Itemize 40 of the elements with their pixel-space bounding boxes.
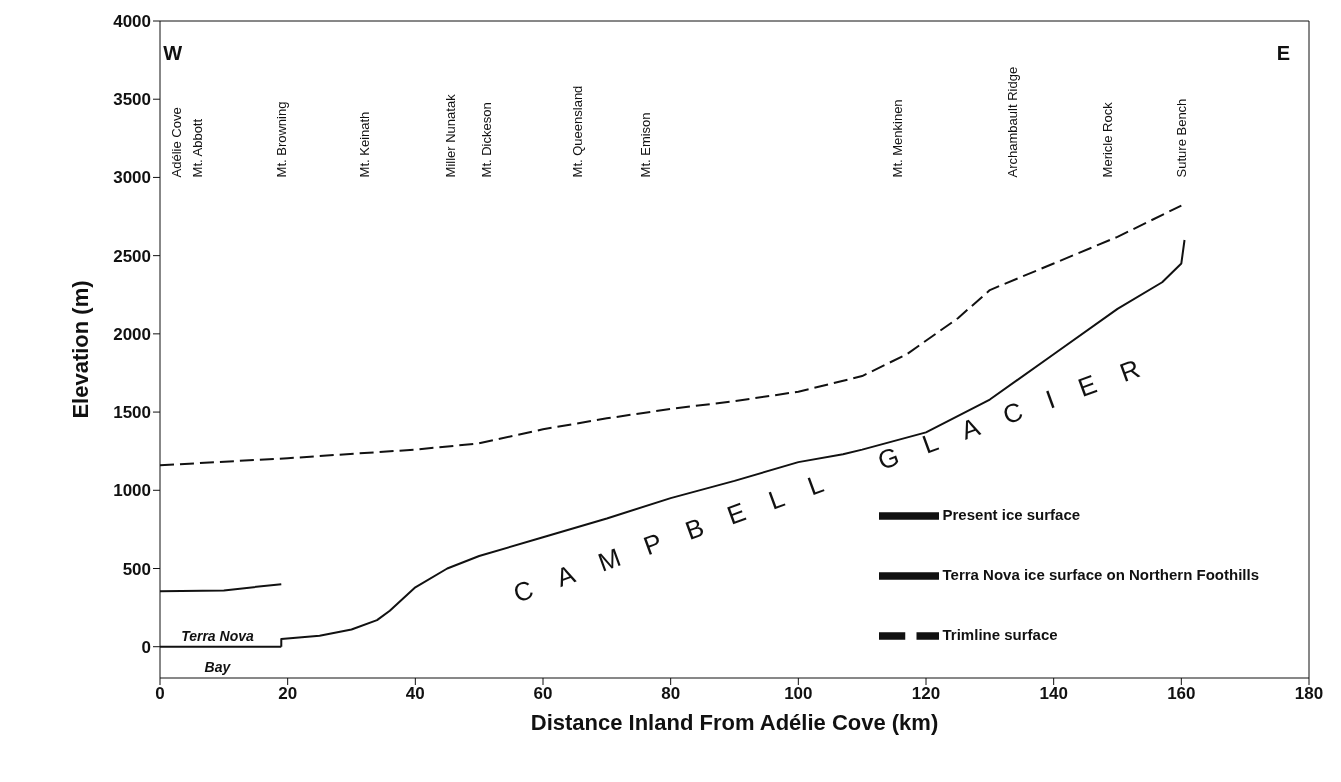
x-tick-label: 140 xyxy=(1039,684,1068,704)
annotation: Archambault Ridge xyxy=(1005,66,1021,178)
annotation: Mt. Emison xyxy=(638,112,654,178)
legend-label: Trimline surface xyxy=(942,625,1058,643)
annotation: E xyxy=(1276,42,1291,65)
legend-label: Terra Nova ice surface on Northern Foothills xyxy=(942,565,1259,583)
x-tick-label: 80 xyxy=(661,684,681,704)
y-tick-label: 2000 xyxy=(113,324,151,344)
x-tick-label: 180 xyxy=(1294,684,1324,704)
x-tick-label: 40 xyxy=(405,684,425,704)
y-tick-label: 4000 xyxy=(113,12,151,32)
annotation: Adélie Cove xyxy=(168,107,184,178)
y-tick-label: 3000 xyxy=(113,168,151,188)
y-tick-label: 0 xyxy=(141,637,151,657)
annotation: Miller Nunatak xyxy=(442,93,458,178)
annotation: Mt. Dickeson xyxy=(478,102,494,178)
annotation: Mt. Browning xyxy=(274,101,290,178)
x-axis-title: Distance Inland From Adélie Cove (km) xyxy=(530,710,939,735)
x-tick-label: 60 xyxy=(533,684,553,704)
y-tick-label: 3500 xyxy=(113,90,151,110)
x-tick-label: 0 xyxy=(155,684,165,704)
annotation: W xyxy=(163,42,183,65)
legend-label: Present ice surface xyxy=(942,505,1081,523)
annotation: Terra Nova xyxy=(181,627,254,644)
x-tick-label: 100 xyxy=(784,684,813,704)
annotation: Mt. Abbott xyxy=(190,118,206,178)
y-tick-label: 1500 xyxy=(113,403,151,423)
y-tick-label: 500 xyxy=(122,559,151,579)
x-tick-label: 120 xyxy=(911,684,941,704)
annotation: Bay xyxy=(204,659,232,676)
annotation: Mericle Rock xyxy=(1100,101,1116,178)
annotation: Suture Bench xyxy=(1174,98,1190,178)
x-tick-label: 20 xyxy=(278,684,298,704)
annotation: Mt. Queensland xyxy=(569,85,585,178)
y-tick-label: 2500 xyxy=(113,246,151,266)
y-axis-title: Elevation (m) xyxy=(67,280,93,419)
annotation: Mt. Menkinen xyxy=(890,99,906,178)
y-tick-label: 1000 xyxy=(113,481,151,501)
x-tick-label: 160 xyxy=(1167,684,1196,704)
annotation: Mt. Keinath xyxy=(357,111,373,178)
